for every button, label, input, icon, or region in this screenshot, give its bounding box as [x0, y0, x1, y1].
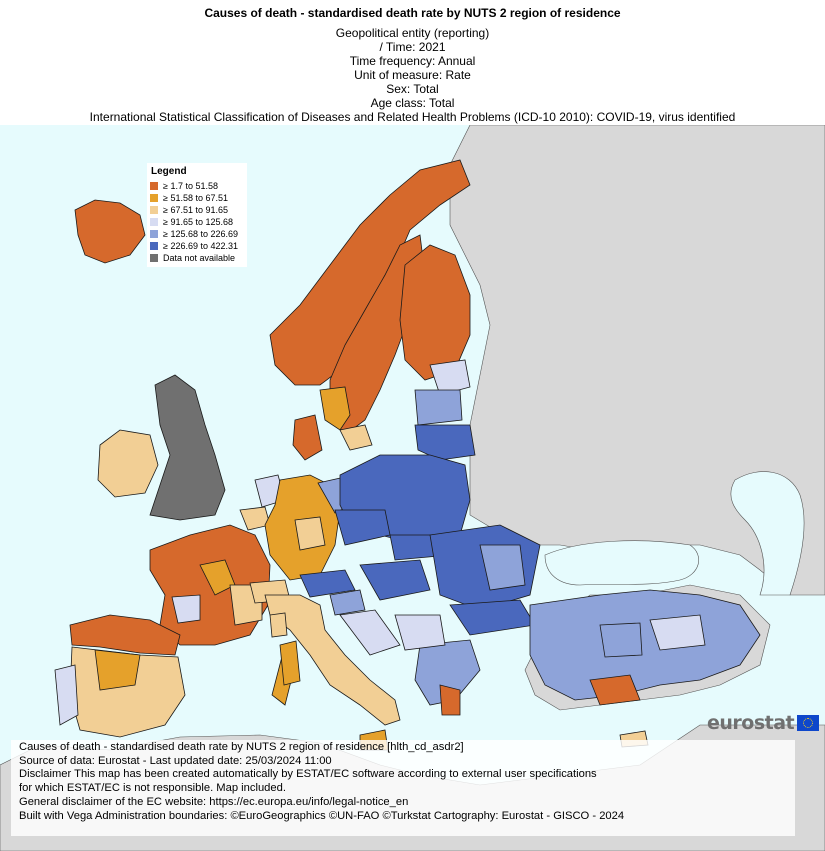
region-polygon[interactable]	[329, 589, 366, 616]
legend-swatch	[150, 230, 158, 238]
legend-item: ≥ 67.51 to 91.65	[150, 204, 244, 216]
legend-title: Legend	[151, 166, 187, 177]
footer-line: for which ESTAT/EC is not responsible. M…	[19, 782, 286, 795]
legend-swatch	[150, 218, 158, 226]
map-title: Causes of death - standardised death rat…	[204, 6, 621, 20]
region-polygon[interactable]	[279, 640, 301, 686]
legend-label: ≥ 51.58 to 67.51	[163, 193, 228, 203]
region-polygon[interactable]	[439, 684, 461, 716]
region-polygon[interactable]	[394, 614, 446, 651]
footer-line: Causes of death - standardised death rat…	[19, 741, 464, 753]
legend-label: ≥ 67.51 to 91.65	[163, 205, 228, 215]
region-polygon[interactable]	[294, 516, 326, 551]
legend-label: ≥ 125.68 to 226.69	[163, 229, 239, 239]
footer-line: Disclaimer This map has been created aut…	[19, 768, 597, 781]
legend-item: ≥ 125.68 to 226.69	[150, 228, 244, 240]
region-polygon[interactable]	[74, 199, 146, 264]
legend-item: ≥ 226.69 to 422.31	[150, 240, 244, 252]
legend-item: ≥ 1.7 to 51.58	[150, 180, 244, 192]
meta-line: Unit of measure: Rate	[354, 68, 471, 82]
region-polygon[interactable]	[529, 589, 761, 701]
footer-line: Built with Vega Administration boundarie…	[19, 809, 625, 822]
legend-item: Data not available	[150, 252, 244, 264]
region-polygon[interactable]	[589, 674, 641, 706]
region-polygon[interactable]	[292, 414, 323, 461]
meta-line: Age class: Total	[370, 96, 455, 110]
eurostat-logo: eurostat	[707, 712, 820, 734]
region-polygon[interactable]	[649, 614, 706, 651]
region-polygon[interactable]	[339, 424, 373, 451]
region-polygon[interactable]	[429, 359, 471, 396]
region-polygons[interactable]	[54, 159, 761, 751]
region-polygon[interactable]	[599, 622, 643, 658]
logo-text: eurostat	[707, 712, 795, 734]
filter-description: Geopolitical entity (reporting) / Time: …	[0, 26, 825, 124]
region-polygon[interactable]	[94, 649, 141, 691]
region-polygon[interactable]	[69, 614, 181, 656]
footer-line: General disclaimer of the EC website: ht…	[19, 795, 409, 808]
footer-line: Source of data: Eurostat - Last updated …	[19, 754, 332, 767]
region-polygon[interactable]	[264, 594, 401, 726]
meta-line: Sex: Total	[386, 82, 439, 96]
region-polygon[interactable]	[269, 159, 471, 386]
region-polygon[interactable]	[319, 386, 351, 431]
region-polygon[interactable]	[339, 609, 401, 656]
caspian-sea	[730, 471, 805, 596]
legend-label: ≥ 91.65 to 125.68	[163, 217, 233, 227]
meta-line: Time frequency: Annual	[349, 54, 476, 68]
region-polygon[interactable]	[414, 424, 476, 461]
region-polygon[interactable]	[399, 244, 471, 381]
map-header: Causes of death - standardised death rat…	[0, 0, 825, 125]
region-polygon[interactable]	[299, 569, 356, 598]
legend-label: ≥ 1.7 to 51.58	[163, 181, 218, 191]
black-sea	[544, 540, 699, 586]
legend-item: ≥ 51.58 to 67.51	[150, 192, 244, 204]
legend-swatch	[150, 254, 158, 262]
region-polygon[interactable]	[54, 664, 79, 726]
region-polygon[interactable]	[414, 389, 463, 426]
region-polygon[interactable]	[359, 559, 431, 601]
region-polygon[interactable]	[479, 544, 526, 591]
legend-item: ≥ 91.65 to 125.68	[150, 216, 244, 228]
meta-line: Geopolitical entity (reporting)	[335, 26, 490, 40]
legend-swatch	[150, 182, 158, 190]
region-polygon[interactable]	[269, 612, 288, 638]
region-polygon[interactable]	[97, 429, 159, 498]
source-notes: Causes of death - standardised death rat…	[11, 740, 795, 836]
meta-line: International Statistical Classification…	[89, 110, 736, 124]
legend-label: Data not available	[163, 253, 236, 263]
region-polygon[interactable]	[149, 374, 226, 521]
meta-line: / Time: 2021	[379, 40, 446, 54]
map-legend: Legend ≥ 1.7 to 51.58 ≥ 51.58 to 67.51 ≥…	[147, 163, 247, 267]
eu-flag-icon	[797, 715, 820, 731]
legend-swatch	[150, 242, 158, 250]
legend-swatch	[150, 194, 158, 202]
region-polygon[interactable]	[171, 594, 201, 624]
legend-swatch	[150, 206, 158, 214]
legend-label: ≥ 226.69 to 422.31	[163, 241, 239, 251]
